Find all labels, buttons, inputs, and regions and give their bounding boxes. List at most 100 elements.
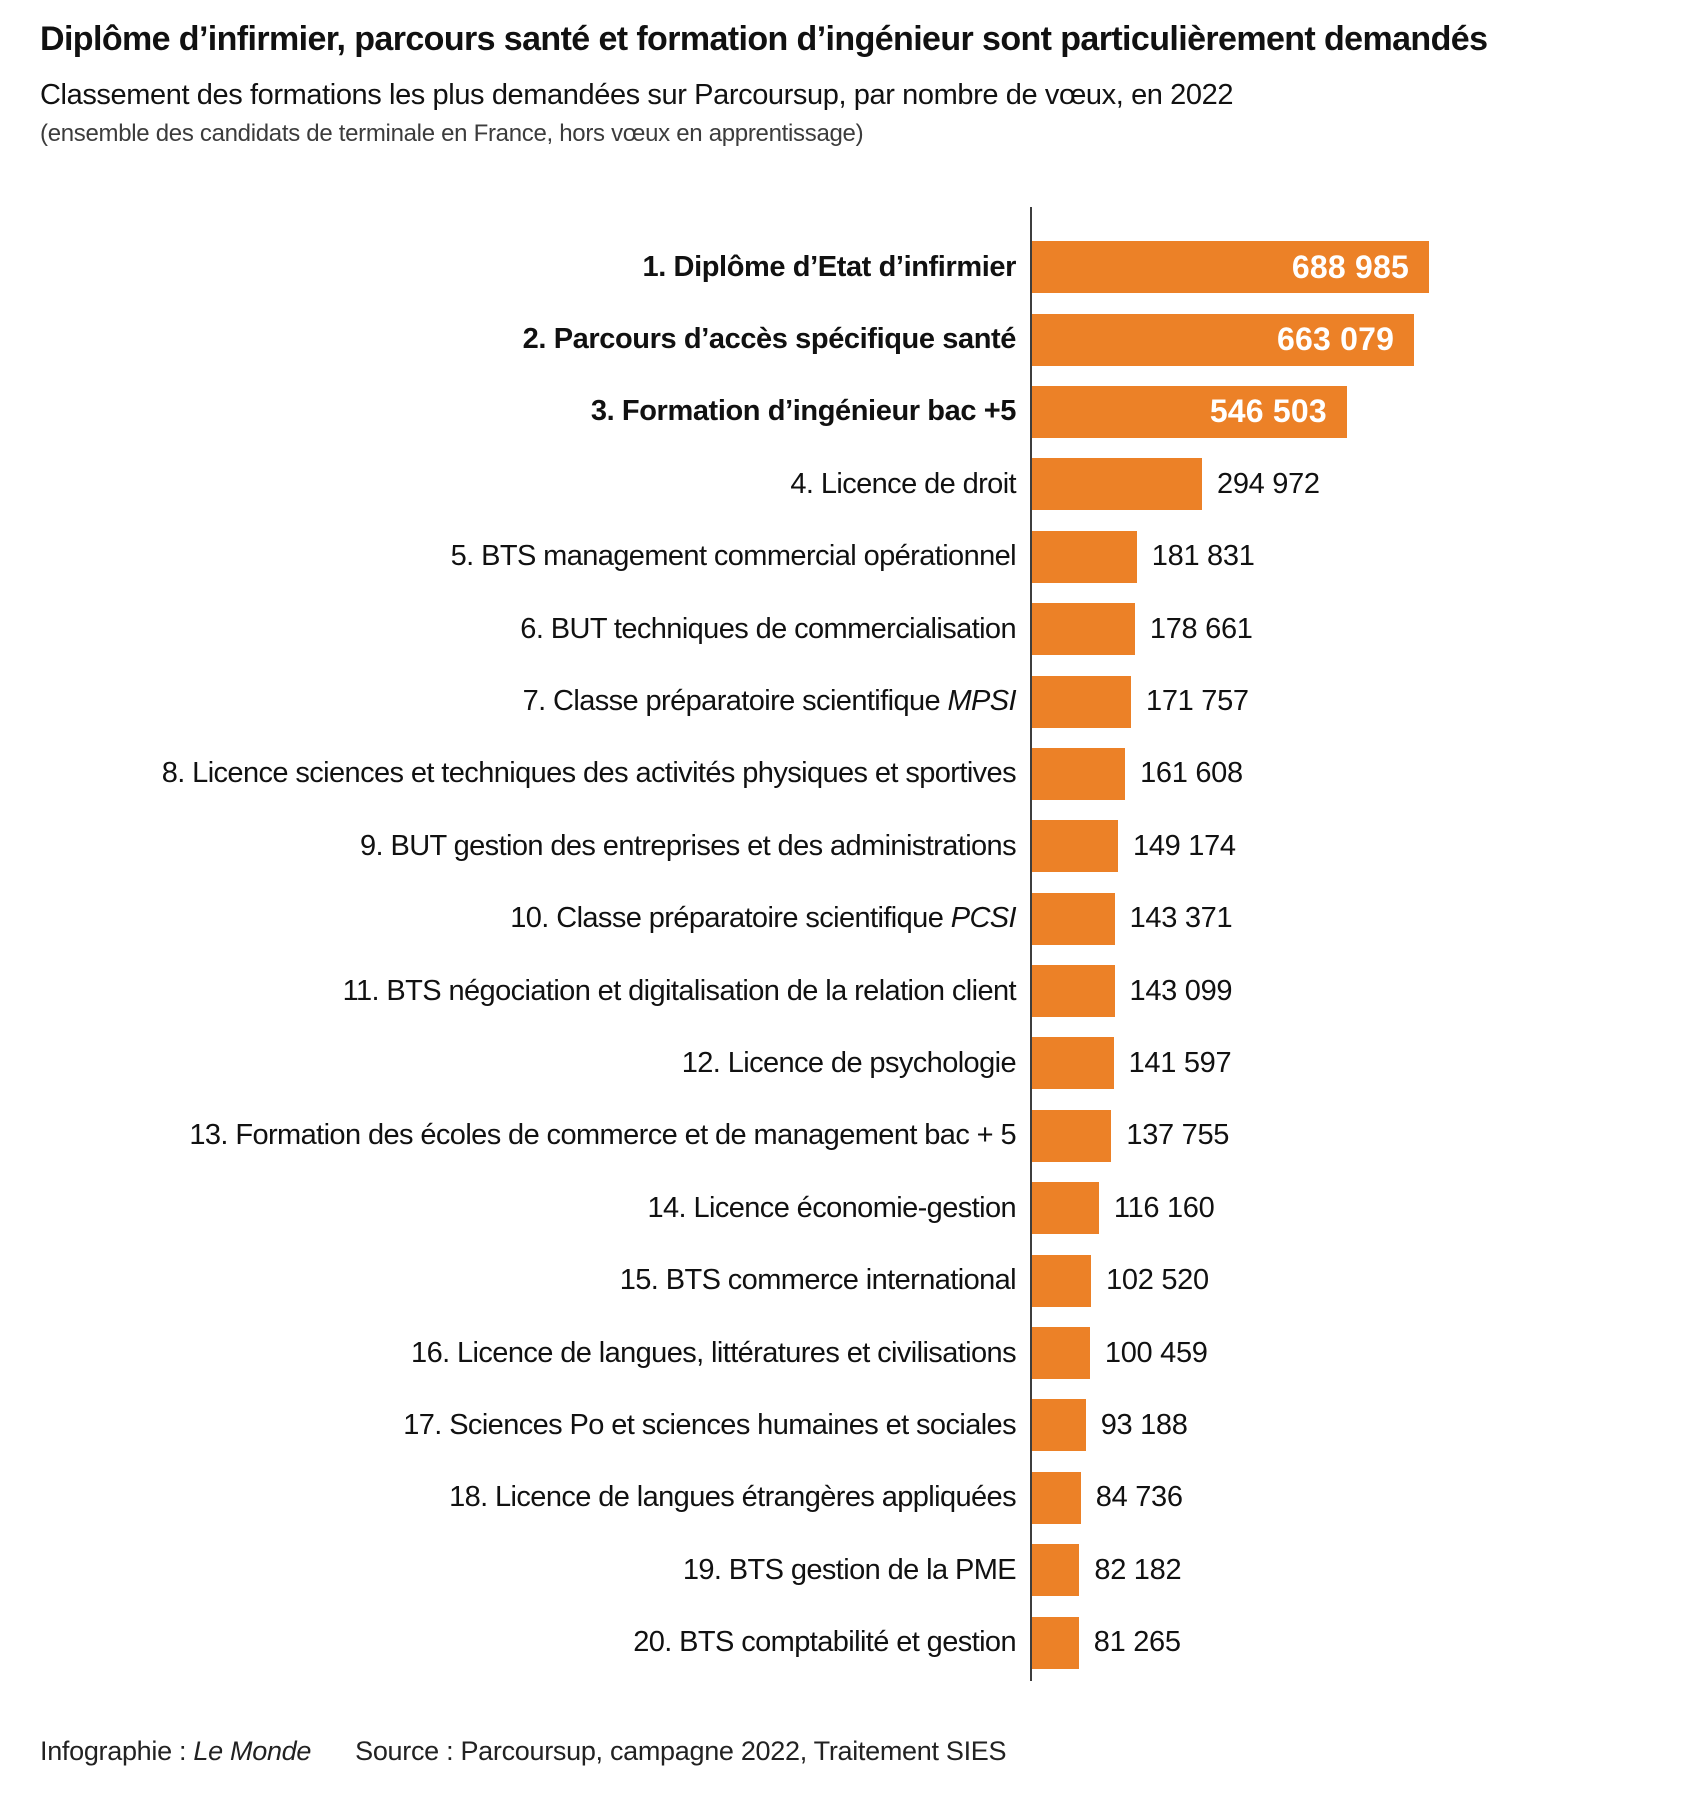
bar	[1032, 603, 1135, 656]
bar	[1032, 530, 1137, 583]
bar-label: 3. Formation d’ingénieur bac +5	[590, 395, 1017, 428]
bar-area: 100 459	[1030, 1317, 1669, 1389]
bar-area: 161 608	[1030, 738, 1669, 810]
chart-subtitle: Classement des formations les plus deman…	[40, 79, 1234, 112]
bar-row: 7. Classe préparatoire scientifique MPSI…	[40, 665, 1669, 737]
bar-value-outside: 294 972	[1217, 467, 1320, 500]
bar-value-inside: 546 503	[1209, 393, 1327, 430]
bar: 546 503	[1032, 385, 1347, 438]
chart-header: Diplôme d’infirmier, parcours santé et f…	[40, 20, 1659, 148]
bar-area: 82 182	[1030, 1534, 1669, 1606]
bar-label: 12. Licence de psychologie	[681, 1046, 1017, 1079]
bar-label: 10. Classe préparatoire scientifique PCS…	[510, 902, 1016, 935]
bar-area: 84 736	[1030, 1462, 1669, 1534]
bar	[1032, 1544, 1080, 1597]
bar-area: 688 985	[1030, 231, 1669, 303]
bar-area: 149 174	[1030, 810, 1669, 882]
bar-area: 141 597	[1030, 1027, 1669, 1099]
footer: Infographie : Le Monde Source : Parcoursu…	[40, 1736, 1007, 1767]
bar	[1032, 1037, 1114, 1090]
credit-label: Infographie :	[40, 1736, 194, 1766]
bar-value-outside: 171 757	[1146, 685, 1249, 718]
bar-value-outside: 102 520	[1106, 1264, 1209, 1297]
bar-label: 16. Licence de langues, littératures et …	[411, 1336, 1017, 1369]
bar-area: 171 757	[1030, 665, 1669, 737]
bar-label: 18. Licence de langues étrangères appliq…	[449, 1481, 1017, 1514]
chart-title: Diplôme d’infirmier, parcours santé et f…	[40, 20, 1488, 58]
bar-value-outside: 100 459	[1104, 1336, 1208, 1369]
bar-label: 9. BUT gestion des entreprises et des ad…	[360, 829, 1017, 862]
bar	[1032, 1254, 1092, 1307]
bar-row: 5. BTS management commercial opérationne…	[40, 521, 1669, 593]
bar-chart: 1. Diplôme d’Etat d’infirmier 688 985 2.…	[40, 207, 1669, 1681]
bar-area: 663 079	[1030, 303, 1669, 375]
bar-row: 12. Licence de psychologie 141 597	[40, 1027, 1669, 1099]
bar-value-outside: 141 597	[1128, 1046, 1232, 1079]
bar	[1032, 1327, 1090, 1380]
bar-value-outside: 116 160	[1113, 1191, 1215, 1224]
bar: 663 079	[1032, 313, 1415, 366]
bar-row: 18. Licence de langues étrangères appliq…	[40, 1462, 1669, 1534]
bar-value-outside: 84 736	[1095, 1481, 1183, 1514]
bar-area: 137 755	[1030, 1100, 1669, 1172]
bar-row: 4. Licence de droit 294 972	[40, 448, 1669, 520]
bar-area: 81 265	[1030, 1606, 1669, 1678]
bar-area: 294 972	[1030, 448, 1669, 520]
bar-row: 6. BUT techniques de commercialisation 1…	[40, 593, 1669, 665]
bar	[1032, 965, 1115, 1018]
bar-value-outside: 161 608	[1140, 757, 1243, 790]
bar	[1032, 820, 1118, 873]
bar-row: 14. Licence économie-gestion 116 160	[40, 1172, 1669, 1244]
bar	[1032, 1616, 1079, 1669]
bar-row: 8. Licence sciences et techniques des ac…	[40, 738, 1669, 810]
bar	[1032, 1399, 1086, 1452]
bar-row: 19. BTS gestion de la PME 82 182	[40, 1534, 1669, 1606]
bar-row: 9. BUT gestion des entreprises et des ad…	[40, 810, 1669, 882]
bar-value-outside: 93 188	[1100, 1408, 1188, 1441]
bar-label: 6. BUT techniques de commercialisation	[520, 612, 1016, 645]
bar-label: 5. BTS management commercial opérationne…	[450, 540, 1017, 573]
bar-label: 14. Licence économie-gestion	[647, 1191, 1017, 1224]
bar-row: 3. Formation d’ingénieur bac +5 546 503	[40, 376, 1669, 448]
bar-label: 8. Licence sciences et techniques des ac…	[161, 757, 1017, 790]
bar-area: 178 661	[1030, 593, 1669, 665]
bar-row: 11. BTS négociation et digitalisation de…	[40, 955, 1669, 1027]
bar-value-outside: 143 099	[1129, 974, 1233, 1007]
bar-area: 143 099	[1030, 955, 1669, 1027]
bar-value-inside: 688 985	[1291, 248, 1409, 285]
bar-area: 116 160	[1030, 1172, 1669, 1244]
bar-row: 10. Classe préparatoire scientifique PCS…	[40, 883, 1669, 955]
bar-label: 11. BTS négociation et digitalisation de…	[342, 974, 1017, 1007]
bar-label: 4. Licence de droit	[790, 467, 1016, 500]
bar-value-inside: 663 079	[1277, 321, 1395, 358]
bar-value-outside: 143 371	[1129, 902, 1233, 935]
bar-row: 15. BTS commerce international 102 520	[40, 1244, 1669, 1316]
bar-label: 20. BTS comptabilité et gestion	[633, 1626, 1016, 1659]
bar	[1032, 1182, 1099, 1235]
bar-value-outside: 178 661	[1149, 612, 1253, 645]
bar-row: 16. Licence de langues, littératures et …	[40, 1317, 1669, 1389]
bar-label: 2. Parcours d’accès spécifique santé	[522, 323, 1017, 356]
bar-value-outside: 82 182	[1094, 1553, 1182, 1586]
bar-area: 143 371	[1030, 883, 1669, 955]
bar-area: 93 188	[1030, 1389, 1669, 1461]
bar-row: 17. Sciences Po et sciences humaines et …	[40, 1389, 1669, 1461]
bar	[1032, 892, 1115, 945]
bar-rows: 1. Diplôme d’Etat d’infirmier 688 985 2.…	[40, 231, 1669, 1679]
bar: 688 985	[1032, 241, 1429, 294]
bar	[1032, 1471, 1081, 1524]
source-label: Source : Parcoursup, campagne 2022, Trai…	[355, 1736, 1007, 1766]
bar-label: 15. BTS commerce international	[619, 1264, 1017, 1297]
bar-label: 13. Formation des écoles de commerce et …	[189, 1119, 1016, 1152]
bar-row: 2. Parcours d’accès spécifique santé 663…	[40, 303, 1669, 375]
bar	[1032, 675, 1131, 728]
bar-area: 181 831	[1030, 521, 1669, 593]
bar-area: 546 503	[1030, 376, 1669, 448]
bar-label: 17. Sciences Po et sciences humaines et …	[403, 1408, 1016, 1441]
bar-area: 102 520	[1030, 1244, 1669, 1316]
bar-value-outside: 181 831	[1151, 540, 1255, 573]
y-axis-line	[1030, 207, 1032, 1681]
bar-row: 13. Formation des écoles de commerce et …	[40, 1100, 1669, 1172]
bar-value-outside: 149 174	[1133, 829, 1236, 862]
